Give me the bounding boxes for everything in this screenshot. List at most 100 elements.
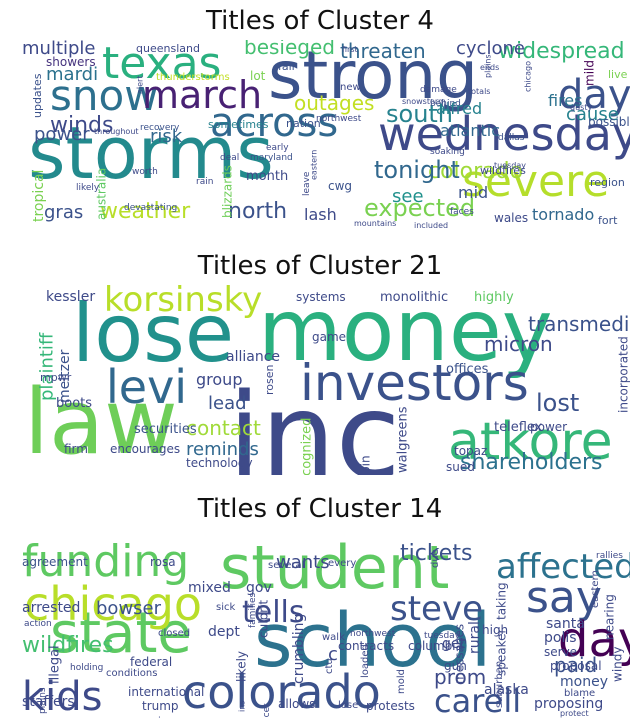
- word-micron: micron: [484, 332, 553, 356]
- word-see: see: [392, 186, 424, 207]
- word-recovery: recovery: [140, 123, 180, 133]
- word-lost: lost: [536, 389, 579, 417]
- word-money: money: [258, 285, 553, 381]
- word-carell: carell: [434, 682, 521, 718]
- word-tickets: tickets: [400, 541, 472, 566]
- word-worth: worth: [132, 167, 158, 177]
- word-santa: santa: [546, 616, 585, 632]
- word-offices: offices: [446, 362, 489, 377]
- word-dallas: dallas: [498, 133, 525, 143]
- word-weather: weather: [100, 199, 191, 224]
- word-crumbling: crumbling: [291, 614, 307, 684]
- word-devastating: devastating: [124, 203, 177, 213]
- word-teleflex: teleflex: [494, 420, 543, 435]
- word-kessler: kessler: [46, 289, 95, 305]
- word-serve: serve: [544, 645, 577, 659]
- word-colorado: colorado: [428, 159, 523, 184]
- word-every: every: [328, 558, 356, 569]
- word-cloud: school student state colorado chicago funding…: [10, 528, 630, 718]
- word-loaded: loaded: [360, 644, 371, 678]
- word-funding: funding: [22, 536, 189, 587]
- word-tells: tells: [242, 595, 305, 630]
- word-facet: facet: [262, 703, 272, 718]
- word-game: game: [312, 330, 346, 344]
- word-encourages: encourages: [110, 442, 180, 456]
- word-mountains: mountains: [354, 219, 396, 228]
- word-maryland: maryland: [250, 153, 293, 163]
- word-dept: dept: [208, 624, 240, 640]
- word-systems: systems: [296, 290, 346, 304]
- word-recognized: recognized: [299, 418, 314, 475]
- word-paid: paid: [554, 653, 597, 677]
- word-wales: wales: [494, 211, 528, 225]
- word-protect: protect: [560, 709, 589, 718]
- word-gun: gun: [444, 659, 467, 673]
- word-early: early: [266, 143, 289, 153]
- word-power: power: [34, 124, 90, 145]
- word-across: across: [210, 100, 338, 146]
- word-region: region: [590, 176, 625, 189]
- word-culprit: culprit: [257, 600, 271, 638]
- word-nearing: nearing: [603, 594, 617, 640]
- word-illegal: illegal: [47, 645, 62, 684]
- word-north: north: [228, 199, 287, 224]
- word-tuesday: tuesday: [494, 161, 526, 170]
- word-transmedics: transmedics: [528, 312, 630, 336]
- word-live: live: [608, 68, 628, 81]
- word-rosa: rosa: [150, 555, 176, 569]
- word-chicago: chicago: [523, 61, 532, 92]
- chart-title: Titles of Cluster 21: [197, 251, 443, 281]
- word-securities: securities: [134, 422, 197, 437]
- word-rallies: rallies: [596, 551, 623, 561]
- word-lose: lose: [72, 287, 234, 380]
- word-money: money: [560, 674, 608, 690]
- word-included: included: [414, 221, 448, 230]
- word-staffers: staffers: [22, 694, 75, 710]
- word-law: law: [24, 370, 178, 475]
- word-school: school: [254, 598, 491, 684]
- chart-title: Titles of Cluster 14: [197, 494, 443, 524]
- word-tuesday: tuesday: [424, 631, 461, 641]
- word-march: march: [142, 73, 262, 117]
- word-mold: mold: [396, 669, 407, 694]
- word-affected: affected: [496, 547, 630, 587]
- word-families: families: [248, 593, 258, 628]
- word-monolithic: monolithic: [380, 290, 448, 305]
- word-group: group: [196, 370, 242, 389]
- word-wildfires: wildfires: [480, 164, 526, 177]
- word-power: power: [530, 420, 567, 434]
- word-alaska: alaska: [484, 682, 529, 698]
- word-trump: trump: [142, 699, 179, 713]
- word-taking: taking: [495, 582, 509, 620]
- word-queensland: queensland: [136, 42, 200, 55]
- word-deal: deal: [220, 153, 239, 163]
- word-alert: alert: [135, 76, 144, 94]
- word-totals: totals: [468, 87, 490, 96]
- word-fall: fall: [278, 60, 295, 73]
- word-gov: gov: [246, 580, 272, 596]
- word-tropical: tropical: [31, 170, 47, 222]
- word-faces: faces: [450, 207, 474, 217]
- word-agreement: agreement: [22, 555, 88, 569]
- word-windy: windy: [611, 647, 625, 682]
- word-protests: protests: [366, 699, 415, 713]
- word-sued: sued: [446, 460, 475, 474]
- word-lose: lose: [338, 700, 358, 711]
- word-lead: lead: [208, 393, 247, 414]
- word-plaintiff: plaintiff: [36, 332, 57, 401]
- word-day: day: [558, 612, 630, 668]
- word-incorporated: incorporated: [617, 336, 630, 413]
- word-rosen: rosen: [263, 364, 276, 395]
- word-new: new: [340, 82, 361, 93]
- word-damage: damage: [420, 85, 457, 95]
- word-possibly: possibly: [588, 115, 630, 129]
- word-risk: risk: [150, 126, 183, 147]
- word-chicago: chicago: [24, 577, 202, 631]
- word-sometimes: sometimes: [208, 118, 269, 131]
- word-thunderstorms: thunderstorms: [156, 72, 230, 83]
- word-federal: federal: [130, 655, 172, 669]
- word-lot: lot: [250, 69, 266, 83]
- word-snowstorm: snowstorm: [402, 97, 446, 106]
